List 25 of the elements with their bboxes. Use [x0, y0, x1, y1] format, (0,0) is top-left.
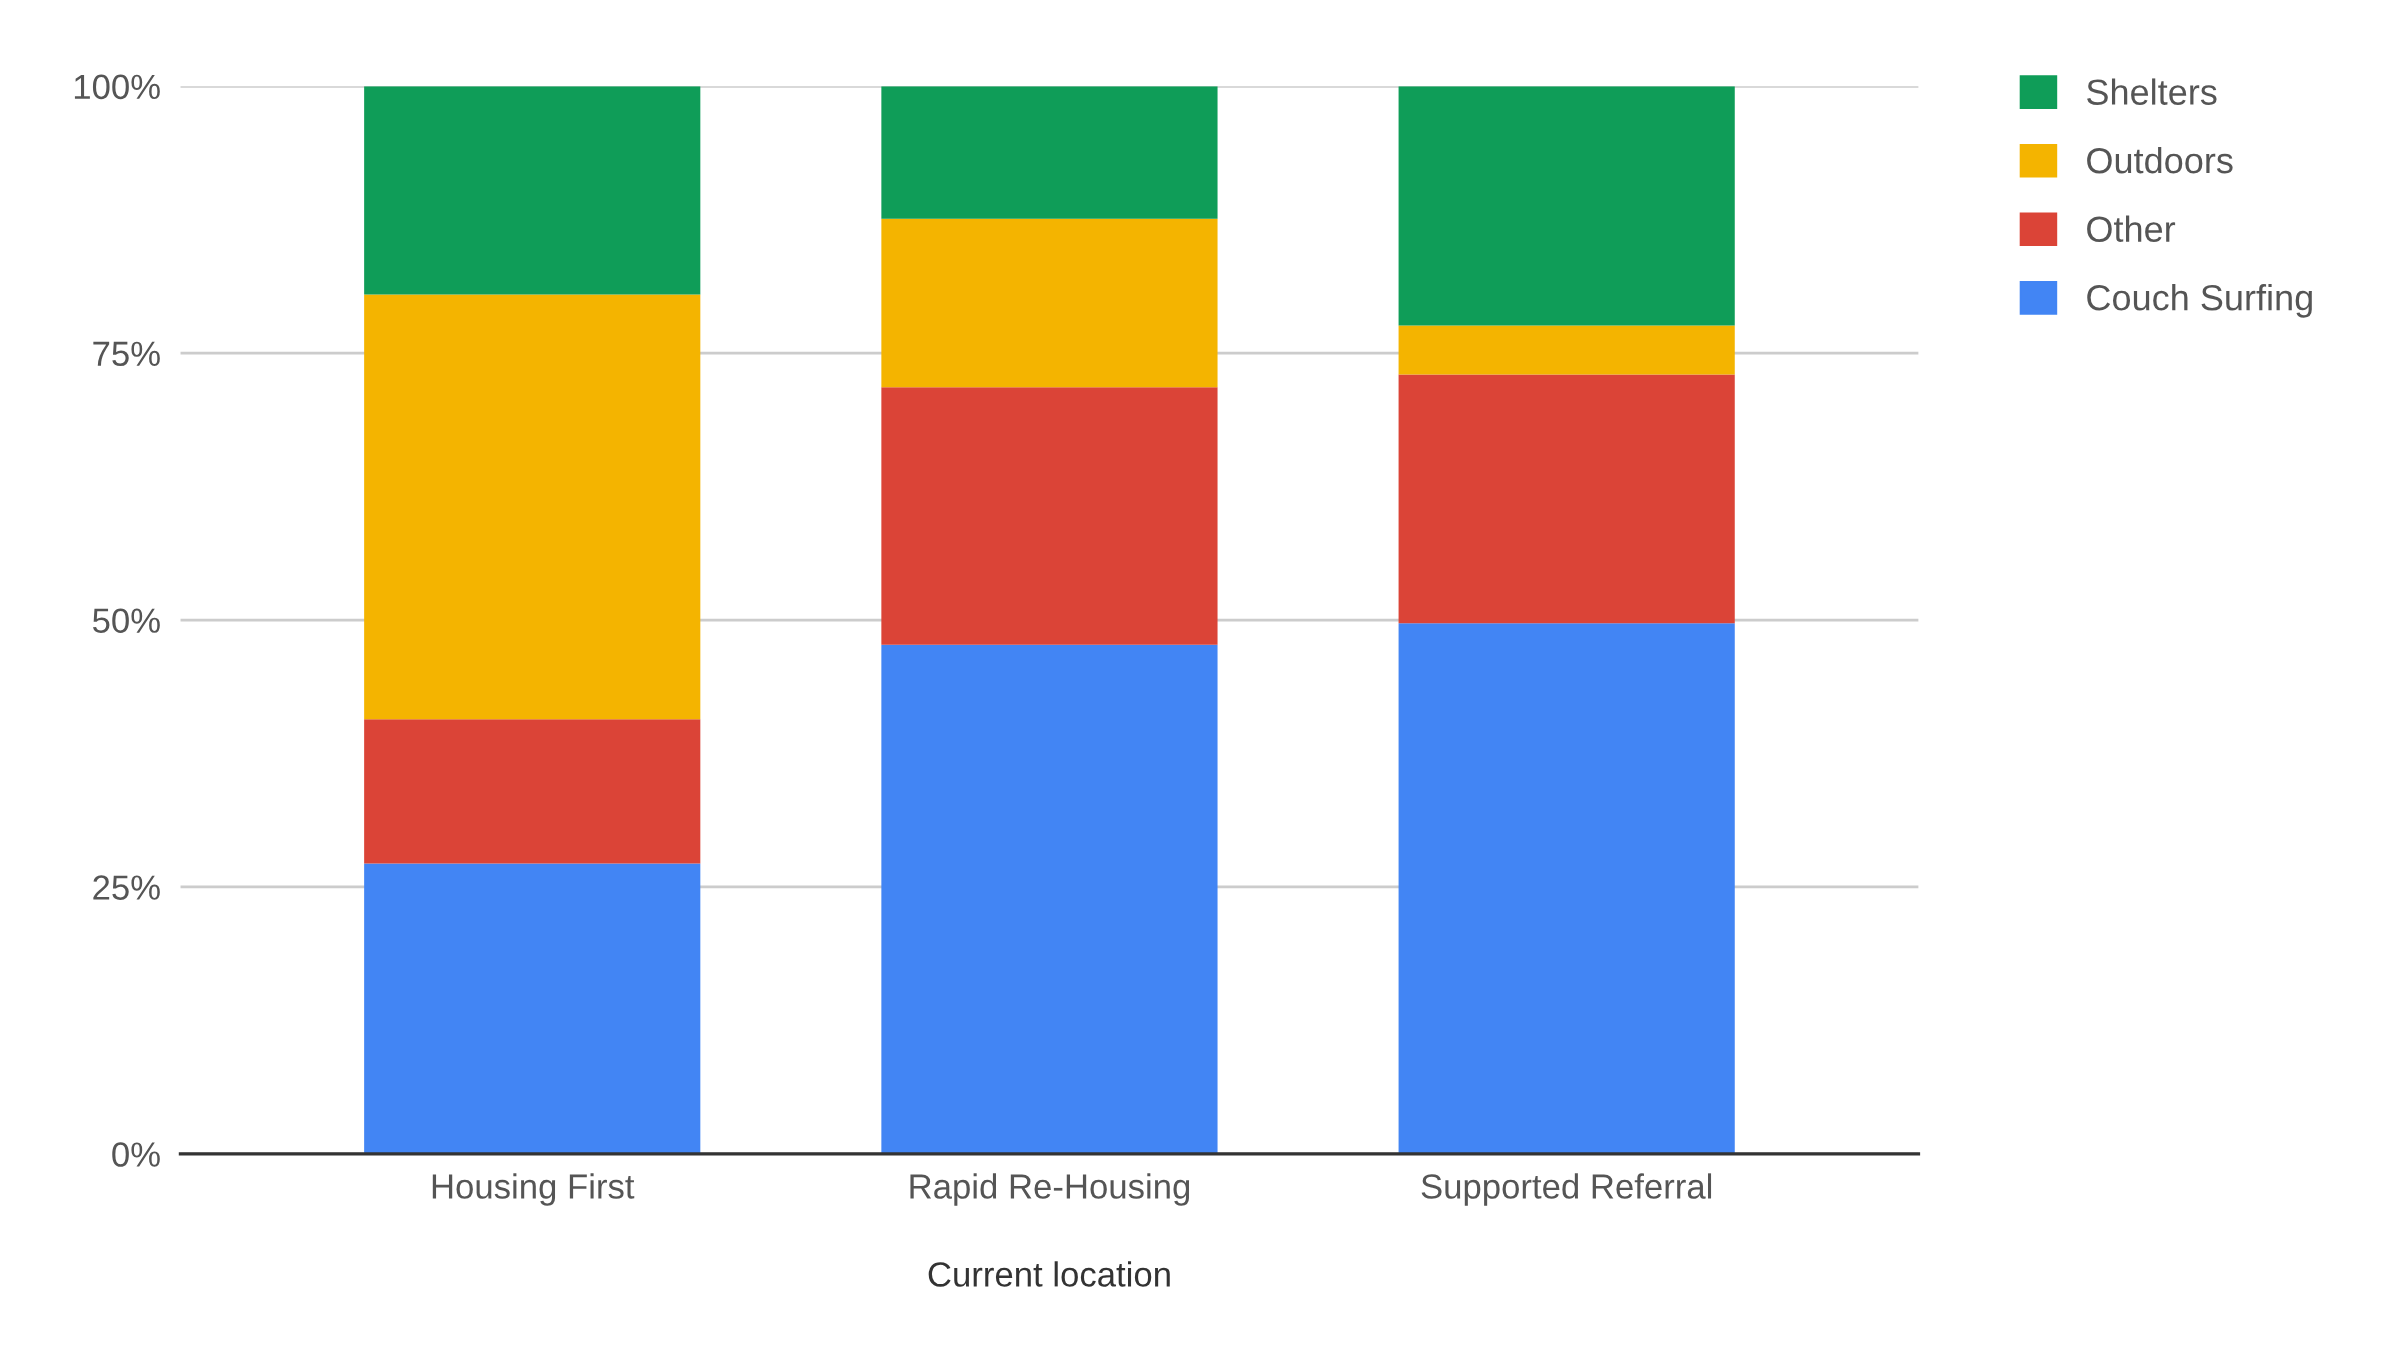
bar [881, 387, 1218, 645]
legend-label: Couch Surfing [2087, 283, 2312, 318]
y-tick-label: 0% [112, 1142, 160, 1167]
y-tick-label: 50% [92, 608, 160, 633]
legend-label: Outdoors [2087, 146, 2233, 174]
bar [881, 218, 1218, 388]
y-tick-label: 25% [93, 875, 160, 900]
bar [1398, 86, 1735, 326]
legend-label: Shelters [2087, 78, 2217, 105]
bar [364, 863, 701, 1154]
x-axis-title: Current location [928, 1261, 1170, 1287]
bar [1398, 623, 1735, 1154]
x-tick-label: Rapid Re-Housing [910, 1173, 1190, 1206]
bar [881, 644, 1218, 1154]
bar [881, 86, 1218, 219]
bar [1398, 325, 1735, 375]
bar [364, 294, 701, 720]
bar [364, 719, 701, 864]
bar [364, 86, 701, 295]
bar [1398, 374, 1735, 624]
y-tick-label: 100% [74, 74, 160, 100]
x-tick-label: Supported Referral [1421, 1173, 1712, 1206]
legend-label: Other [2087, 215, 2176, 242]
x-tick-label: Housing First [432, 1173, 635, 1206]
y-tick-label: 75% [93, 341, 160, 367]
